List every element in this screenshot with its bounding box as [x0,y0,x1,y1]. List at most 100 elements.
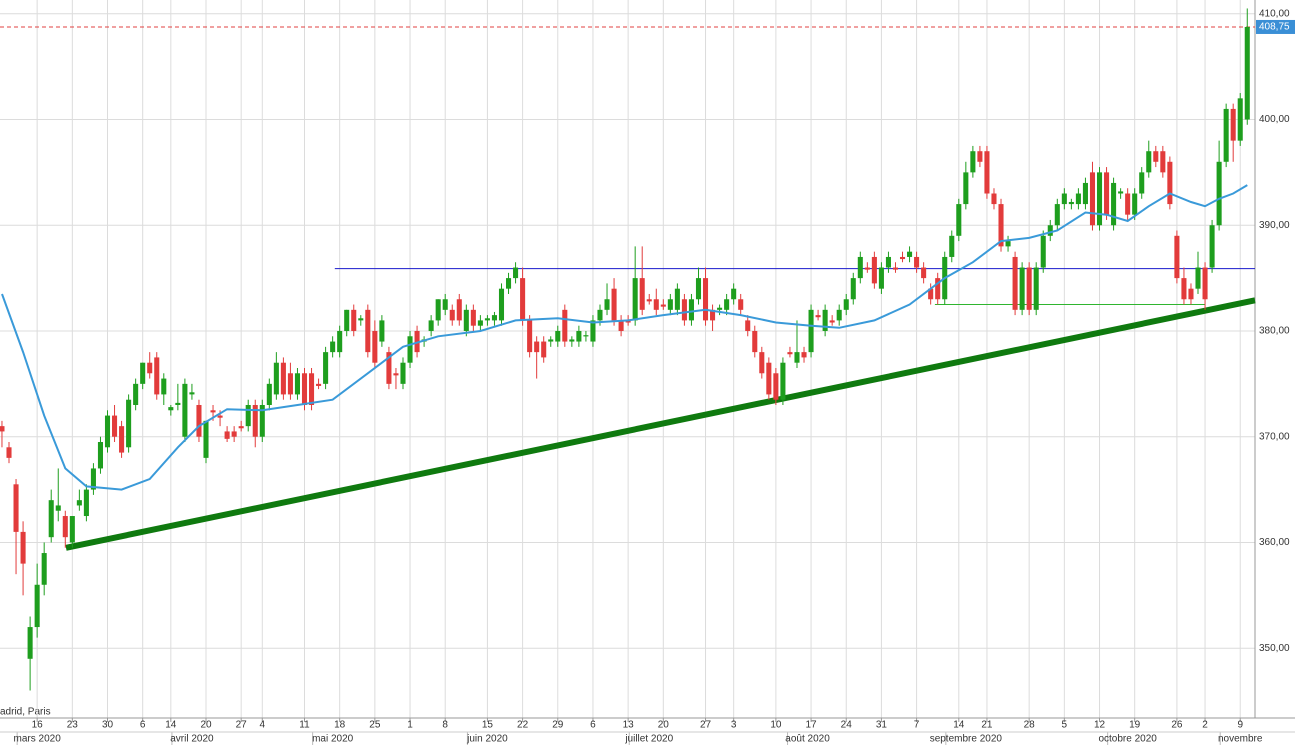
candle-body [1132,193,1138,215]
candle-body [843,299,849,310]
candle-body [646,299,652,302]
candle-body [498,288,505,321]
candle-body [625,320,631,323]
candle-body [836,309,842,321]
candle-body [731,288,737,300]
candle-body [1104,172,1110,215]
candle-body [1153,151,1159,162]
candle-body [41,553,47,585]
candle-body [569,339,575,342]
candle-body [871,256,877,284]
candle-body [1230,108,1236,141]
candle-body [984,151,990,194]
drawn-line [65,297,1256,551]
candle-body [1202,267,1208,300]
y-tick-label: 410,00 [1259,8,1290,19]
candle-body [1118,191,1124,194]
candle-body [245,404,251,427]
candle-body [1223,108,1229,162]
x-tick-label: 19 [1129,720,1141,731]
x-tick-label: 22 [517,720,529,731]
candle-body [456,299,462,321]
candle-body [1181,278,1187,300]
x-tick-label: 12 [1094,720,1106,731]
x-tick-label: 20 [658,720,670,731]
candle-body [527,320,533,353]
candle-body [907,251,913,257]
candle-body [133,383,139,405]
candle-body [449,309,455,321]
candle-body [548,339,554,342]
candle-body [273,362,279,395]
candle-body [815,315,821,318]
month-label: novembre [1218,734,1263,745]
candle-body [681,299,687,321]
x-tick-label: 31 [876,720,888,731]
candle-body [252,404,258,437]
candle-body [161,378,167,395]
candle-body [1005,241,1011,247]
candle-body [224,431,230,439]
candle-body [963,172,969,205]
candle-body [674,288,680,310]
candle-body [1209,225,1215,268]
candle-body [639,278,645,310]
x-tick-label: 23 [67,720,79,731]
candle-body [337,330,343,353]
x-tick-label: 9 [1237,720,1243,731]
candle-body [323,352,329,384]
candle-body [280,362,286,395]
candle-body [850,278,856,300]
x-tick-label: 21 [981,720,993,731]
candle-body [428,320,434,331]
candle-body [330,341,336,353]
candle-body [759,352,765,374]
candle-body [773,373,779,400]
candle-body [1075,193,1081,205]
candle-body [998,204,1004,247]
candle-body [112,415,118,437]
x-tick-label: 4 [260,720,266,731]
candle-body [55,505,61,511]
candle-body [822,309,828,331]
x-tick-label: 10 [770,720,782,731]
candle-body [618,320,624,331]
x-tick-label: 7 [914,720,920,731]
candle-body [829,320,835,323]
candle-body [1054,204,1060,226]
month-label: octobre 2020 [1098,734,1157,745]
candle-body [344,309,350,331]
x-tick-label: 27 [236,720,248,731]
candle-body [808,309,814,353]
x-tick-label: 2 [1202,720,1208,731]
candle-body [147,362,153,374]
candle-body [505,278,512,289]
candle-body [1061,193,1067,205]
x-tick-label: 11 [299,720,310,731]
moving-average [1,184,1248,491]
candle-body [477,320,483,326]
candle-body [935,278,941,300]
candle-body [555,330,561,342]
candle-body [238,426,244,429]
candle-body [6,447,12,458]
candle-body [928,288,934,300]
source-label: adrid, Paris [0,707,51,718]
candle-body [435,299,441,321]
candle-body [301,373,308,405]
candle-body [217,415,223,418]
candle-body [140,362,146,384]
x-tick-label: 6 [590,720,596,731]
candle-body [534,341,540,353]
candle-body [407,336,413,363]
x-tick-label: 27 [700,720,712,731]
candle-body [590,320,596,342]
candle-body [541,341,547,358]
month-label: mars 2020 [14,734,62,745]
candle-body [1019,267,1025,310]
month-label: juillet 2020 [624,734,673,745]
candle-body [1167,161,1173,205]
candle-body [210,410,216,413]
candle-body [196,404,202,437]
candle-body [864,267,870,270]
